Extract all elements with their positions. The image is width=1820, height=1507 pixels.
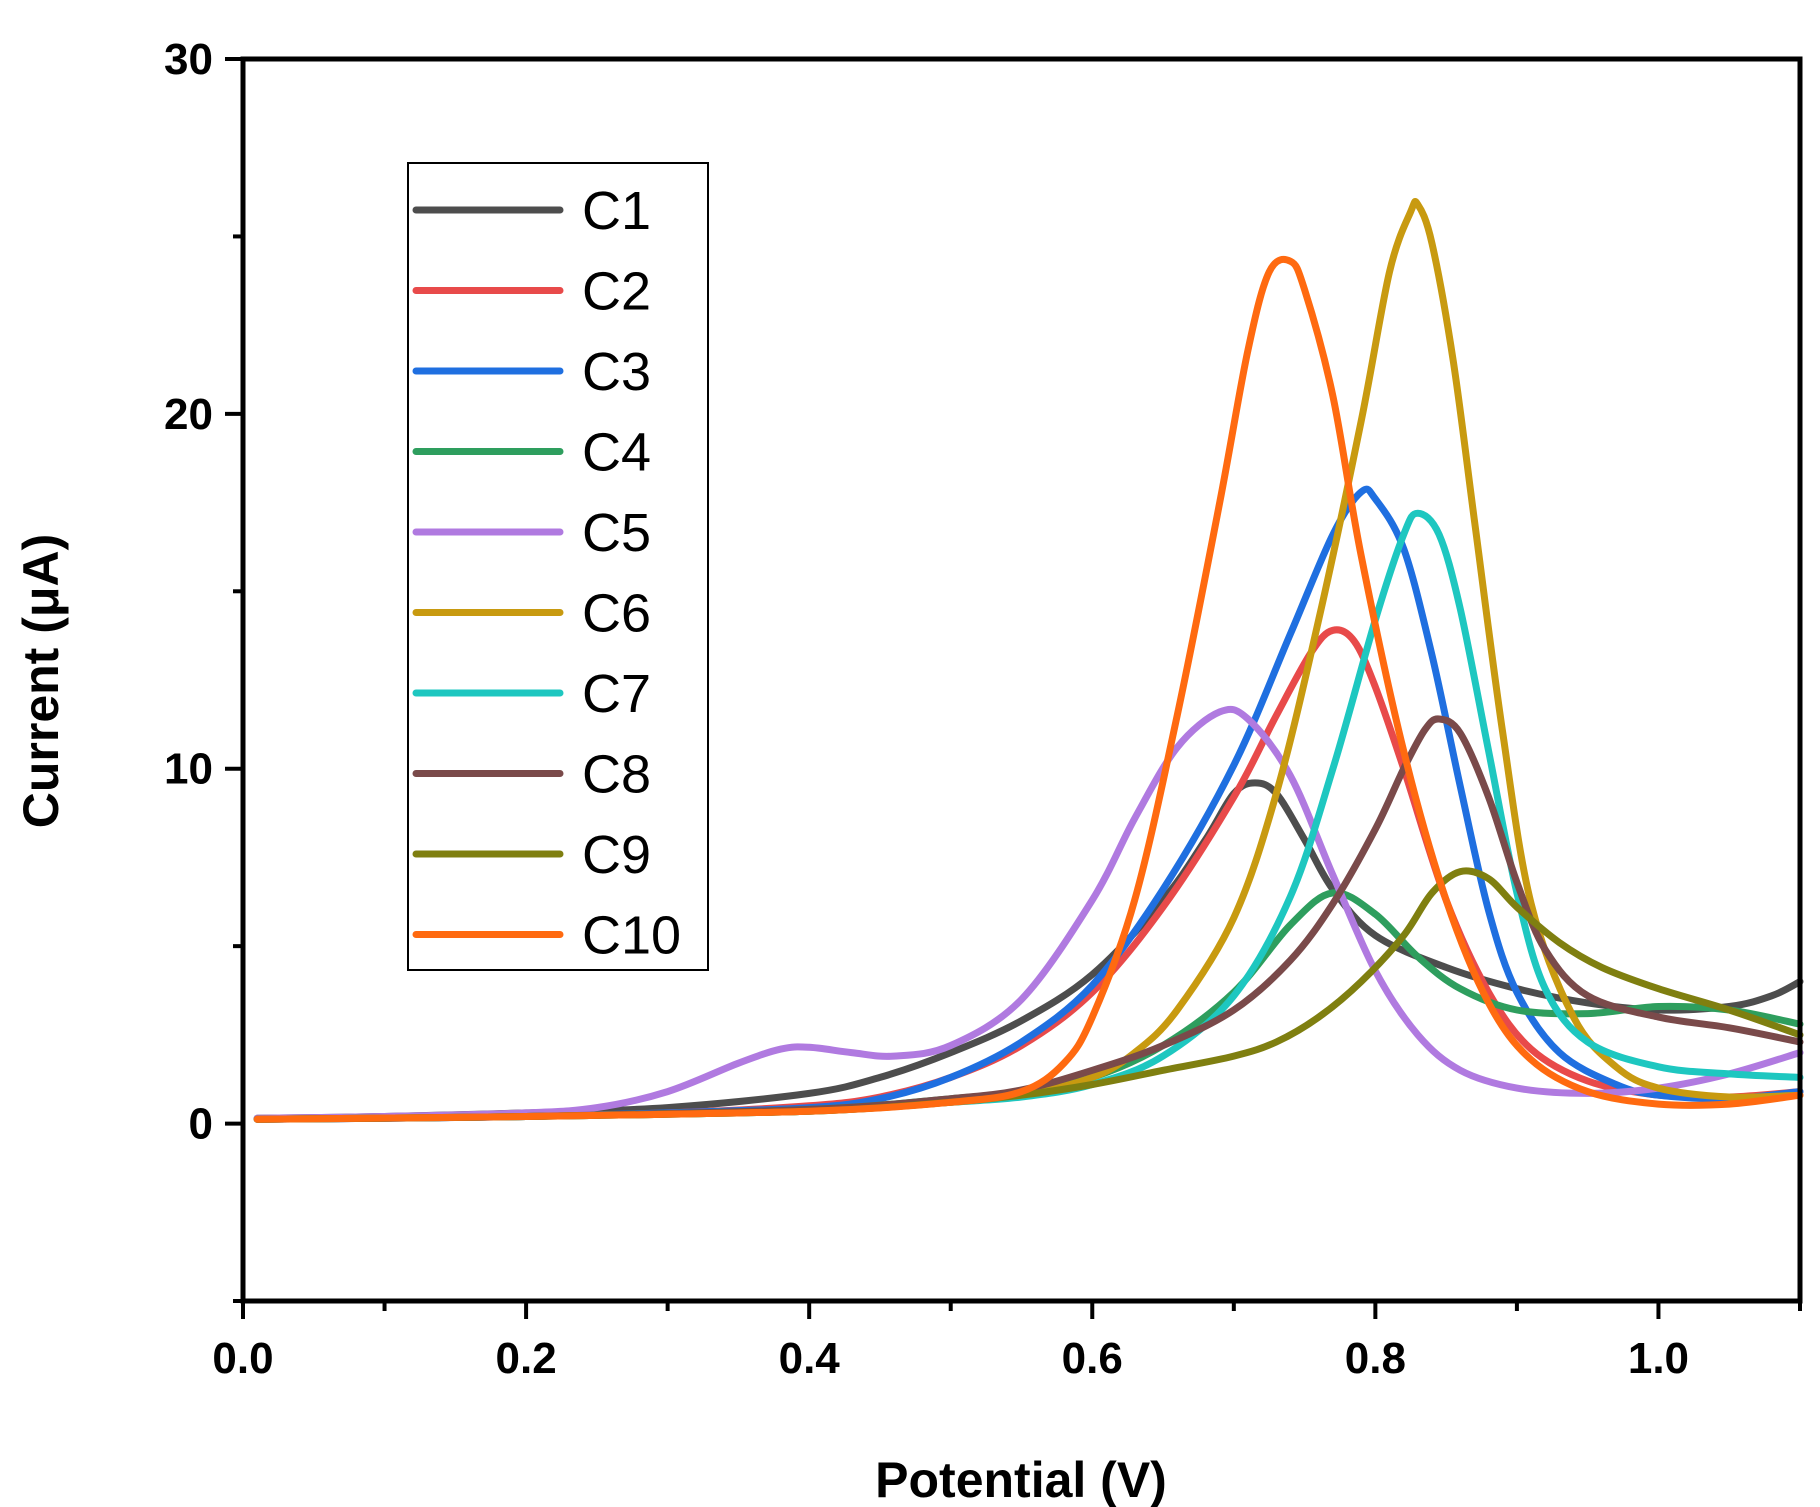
legend-item-c5: C5	[412, 503, 651, 563]
legend-label: C7	[582, 664, 651, 724]
legend-label: C1	[582, 181, 651, 241]
legend: C1 C2 C3 C4 C5 C6 C7 C8 C9 C10	[407, 162, 709, 971]
legend-label: C9	[582, 825, 651, 885]
legend-item-c6: C6	[412, 584, 651, 644]
y-tick-label: 0	[189, 1100, 213, 1149]
legend-box	[407, 162, 709, 971]
legend-label: C5	[582, 503, 651, 563]
legend-label: C2	[582, 262, 651, 322]
x-tick-label: 0.0	[212, 1334, 273, 1383]
y-tick-label: 10	[164, 745, 213, 794]
x-tick-label: 1.0	[1628, 1334, 1689, 1383]
legend-label: C3	[582, 342, 651, 402]
legend-item-c4: C4	[412, 423, 651, 483]
legend-item-c2: C2	[412, 262, 651, 322]
plot-frame	[240, 56, 1803, 1304]
x-axis-title: Potential (V)	[875, 1452, 1167, 1507]
legend-label: C6	[582, 584, 651, 644]
y-axis-title: Current (μA)	[13, 534, 69, 828]
x-tick-label: 0.8	[1345, 1334, 1406, 1383]
legend-label: C10	[582, 906, 681, 966]
axis-ticks	[225, 57, 1802, 1319]
legend-item-c1: C1	[412, 181, 651, 241]
x-tick-label: 0.4	[779, 1334, 841, 1383]
legend-item-c10: C10	[412, 906, 681, 966]
tick-labels: 0.0 0.2 0.4 0.6 0.8 1.0 0 10 20 30	[164, 35, 1689, 1383]
series-line-c10	[253, 255, 1804, 1123]
legend-label: C4	[582, 423, 651, 483]
y-tick-label: 20	[164, 390, 213, 439]
legend-item-c3: C3	[412, 342, 651, 402]
x-tick-label: 0.6	[1062, 1334, 1123, 1383]
legend-label: C8	[582, 745, 651, 805]
series-line-c5	[253, 705, 1804, 1122]
legend-item-c9: C9	[412, 825, 651, 885]
y-tick-label: 30	[164, 35, 213, 84]
x-tick-label: 0.2	[496, 1334, 557, 1383]
legend-item-c7: C7	[412, 664, 651, 724]
series-lines	[253, 197, 1804, 1123]
legend-item-c8: C8	[412, 745, 651, 805]
